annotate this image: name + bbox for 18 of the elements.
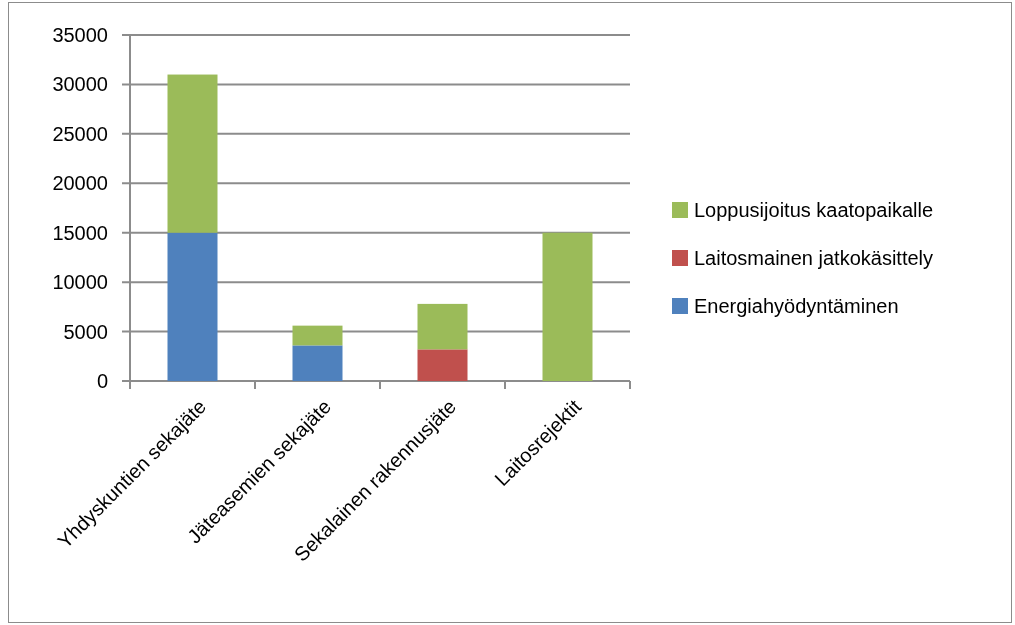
bar [417, 303, 468, 350]
bar [292, 325, 343, 346]
y-tick-label: 15000 [52, 221, 108, 244]
bar [167, 232, 218, 381]
bar [417, 349, 468, 381]
y-tick-label: 30000 [52, 73, 108, 96]
legend-label: Laitosmainen jatkokäsittely [694, 247, 934, 269]
y-tick-label: 10000 [52, 271, 108, 294]
y-tick-label: 35000 [52, 24, 108, 46]
bar [292, 345, 343, 381]
y-tick-label: 20000 [52, 172, 108, 195]
y-tick-label: 5000 [63, 320, 108, 343]
legend-label: Loppusijoitus kaatopaikalle [694, 199, 934, 221]
y-tick-label: 0 [96, 370, 108, 392]
legend-label: Energiahyödyntäminen [694, 295, 899, 317]
bar [167, 74, 218, 233]
y-tick-label: 25000 [52, 122, 108, 145]
bar [542, 232, 593, 381]
